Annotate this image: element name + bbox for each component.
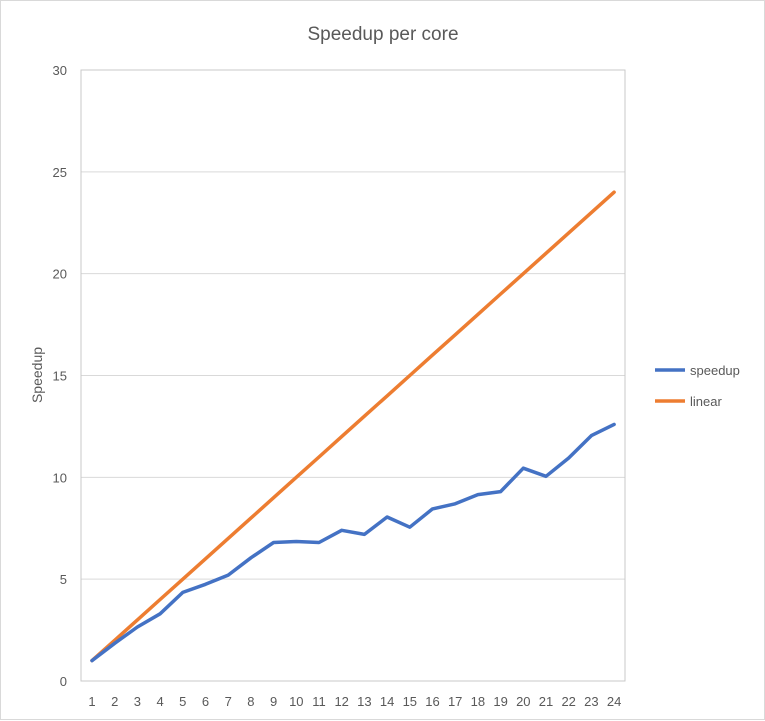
y-tick-labels: 0 5 10 15 20 25 30: [53, 63, 67, 689]
legend-label-linear: linear: [690, 394, 722, 409]
x-tick-label: 8: [247, 694, 254, 709]
y-tick-label: 0: [60, 674, 67, 689]
legend-label-speedup: speedup: [690, 363, 740, 378]
x-tick-label: 10: [289, 694, 303, 709]
x-tick-label: 6: [202, 694, 209, 709]
x-tick-label: 15: [403, 694, 417, 709]
x-tick-label: 19: [493, 694, 507, 709]
y-tick-label: 10: [53, 470, 67, 485]
series-line-linear: [90, 190, 616, 663]
y-axis-label: Speedup: [29, 347, 45, 403]
x-tick-label: 22: [561, 694, 575, 709]
x-tick-label: 7: [225, 694, 232, 709]
x-tick-label: 17: [448, 694, 462, 709]
x-tick-label: 12: [334, 694, 348, 709]
y-tick-label: 30: [53, 63, 67, 78]
legend: speedup linear: [655, 363, 740, 409]
y-tick-label: 5: [60, 572, 67, 587]
x-tick-label: 1: [88, 694, 95, 709]
x-tick-label: 5: [179, 694, 186, 709]
x-tick-label: 13: [357, 694, 371, 709]
x-tick-label: 16: [425, 694, 439, 709]
series-lines: [90, 190, 616, 663]
x-tick-label: 11: [312, 694, 326, 709]
x-tick-label: 18: [471, 694, 485, 709]
y-tick-label: 20: [53, 267, 67, 282]
x-tick-label: 4: [156, 694, 163, 709]
x-tick-label: 23: [584, 694, 598, 709]
x-tick-label: 20: [516, 694, 530, 709]
x-tick-label: 24: [607, 694, 621, 709]
x-tick-label: 9: [270, 694, 277, 709]
chart-title: Speedup per core: [307, 24, 458, 45]
y-tick-label: 15: [53, 369, 67, 384]
x-tick-label: 3: [134, 694, 141, 709]
plot-area-border: [80, 69, 626, 682]
x-tick-label: 21: [539, 694, 553, 709]
y-tick-label: 25: [53, 165, 67, 180]
x-tick-labels: 1 2 3 4 5 6 7 8 9 10 11 12 13 14 15 16 17 18 19 20 21 22 23 24: [88, 694, 621, 709]
series-line-speedup: [90, 422, 616, 663]
x-tick-label: 2: [111, 694, 118, 709]
gridlines: [81, 171, 625, 580]
x-tick-label: 14: [380, 694, 394, 709]
